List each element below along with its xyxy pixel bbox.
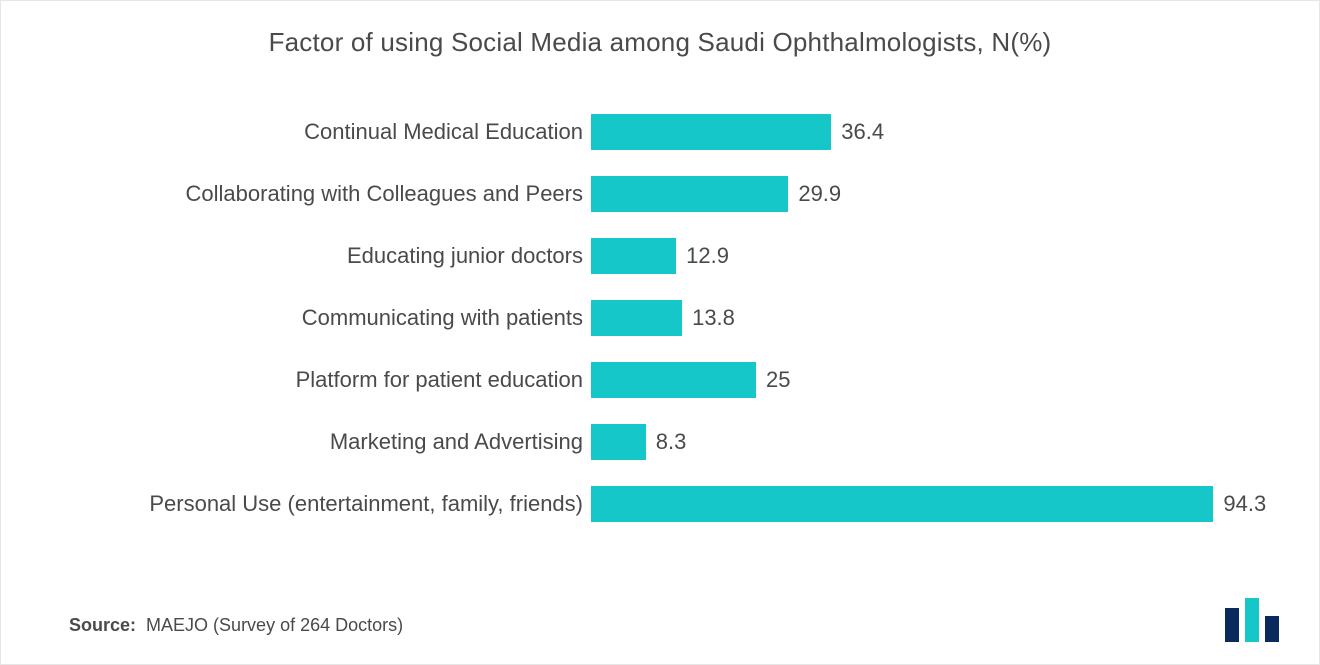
chart-area: Continual Medical Education 36.4 Collabora… <box>1 101 1319 584</box>
bar <box>591 238 676 274</box>
logo-bar-1 <box>1225 608 1239 642</box>
category-label: Continual Medical Education <box>1 119 591 145</box>
category-label: Marketing and Advertising <box>1 429 591 455</box>
bar <box>591 114 831 150</box>
value-label: 36.4 <box>841 119 884 145</box>
bar-track: 25 <box>591 349 1319 411</box>
value-label: 25 <box>766 367 790 393</box>
bar-track: 36.4 <box>591 101 1319 163</box>
category-label: Personal Use (entertainment, family, fri… <box>1 491 591 517</box>
chart-row: Platform for patient education 25 <box>1 349 1319 411</box>
chart-title: Factor of using Social Media among Saudi… <box>1 1 1319 58</box>
bar <box>591 362 756 398</box>
category-label: Educating junior doctors <box>1 243 591 269</box>
chart-row: Marketing and Advertising 8.3 <box>1 411 1319 473</box>
value-label: 8.3 <box>656 429 687 455</box>
value-label: 12.9 <box>686 243 729 269</box>
bar-track: 94.3 <box>591 473 1319 535</box>
bar <box>591 486 1213 522</box>
bar-track: 29.9 <box>591 163 1319 225</box>
value-label: 94.3 <box>1223 491 1266 517</box>
bar <box>591 300 682 336</box>
logo-bar-2 <box>1245 598 1259 642</box>
chart-row: Continual Medical Education 36.4 <box>1 101 1319 163</box>
source-prefix: Source: <box>69 615 136 635</box>
value-label: 29.9 <box>798 181 841 207</box>
bar <box>591 424 646 460</box>
source-attribution: Source: MAEJO (Survey of 264 Doctors) <box>69 615 403 636</box>
category-label: Collaborating with Colleagues and Peers <box>1 181 591 207</box>
value-label: 13.8 <box>692 305 735 331</box>
chart-row: Collaborating with Colleagues and Peers 2… <box>1 163 1319 225</box>
bar-track: 12.9 <box>591 225 1319 287</box>
category-label: Communicating with patients <box>1 305 591 331</box>
bar <box>591 176 788 212</box>
logo-bar-3 <box>1265 616 1279 642</box>
bar-track: 13.8 <box>591 287 1319 349</box>
bar-track: 8.3 <box>591 411 1319 473</box>
source-text: MAEJO (Survey of 264 Doctors) <box>146 615 403 635</box>
category-label: Platform for patient education <box>1 367 591 393</box>
chart-row: Communicating with patients 13.8 <box>1 287 1319 349</box>
brand-logo <box>1219 598 1289 642</box>
chart-row: Educating junior doctors 12.9 <box>1 225 1319 287</box>
chart-row: Personal Use (entertainment, family, fri… <box>1 473 1319 535</box>
